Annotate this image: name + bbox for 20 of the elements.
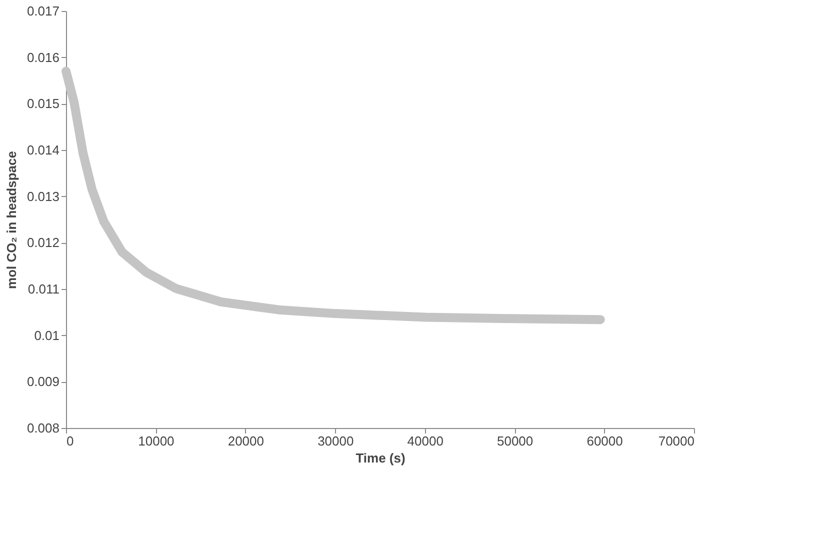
x-tick-label: 10000 [138, 434, 174, 448]
x-tick-label: 0 [66, 434, 74, 448]
y-tick-label: 0.008 [26, 420, 60, 436]
x-axis-title: Time (s) [356, 450, 406, 466]
x-tick-label: 20000 [228, 434, 264, 448]
y-tick-label: 0.01 [34, 328, 60, 343]
y-tick-label: 0.013 [26, 188, 60, 204]
y-tick-label: 0.014 [26, 142, 60, 158]
y-tick-label: 0.012 [26, 235, 60, 250]
y-tick-label: 0.009 [26, 374, 60, 390]
y-tick-label: 0.016 [26, 50, 60, 65]
x-tick-label: 70000 [658, 434, 694, 448]
x-tick-label: 50000 [496, 434, 534, 448]
x-tick-label: 30000 [318, 434, 354, 448]
y-tick-label: 0.015 [26, 96, 60, 112]
y-tick-label: 0.011 [28, 282, 60, 296]
x-tick-label: 40000 [407, 434, 444, 448]
y-tick-label: 0.017 [26, 4, 60, 18]
x-tick-label: 60000 [586, 434, 623, 448]
y-axis-title: mol CO₂ in headspace [4, 151, 19, 289]
